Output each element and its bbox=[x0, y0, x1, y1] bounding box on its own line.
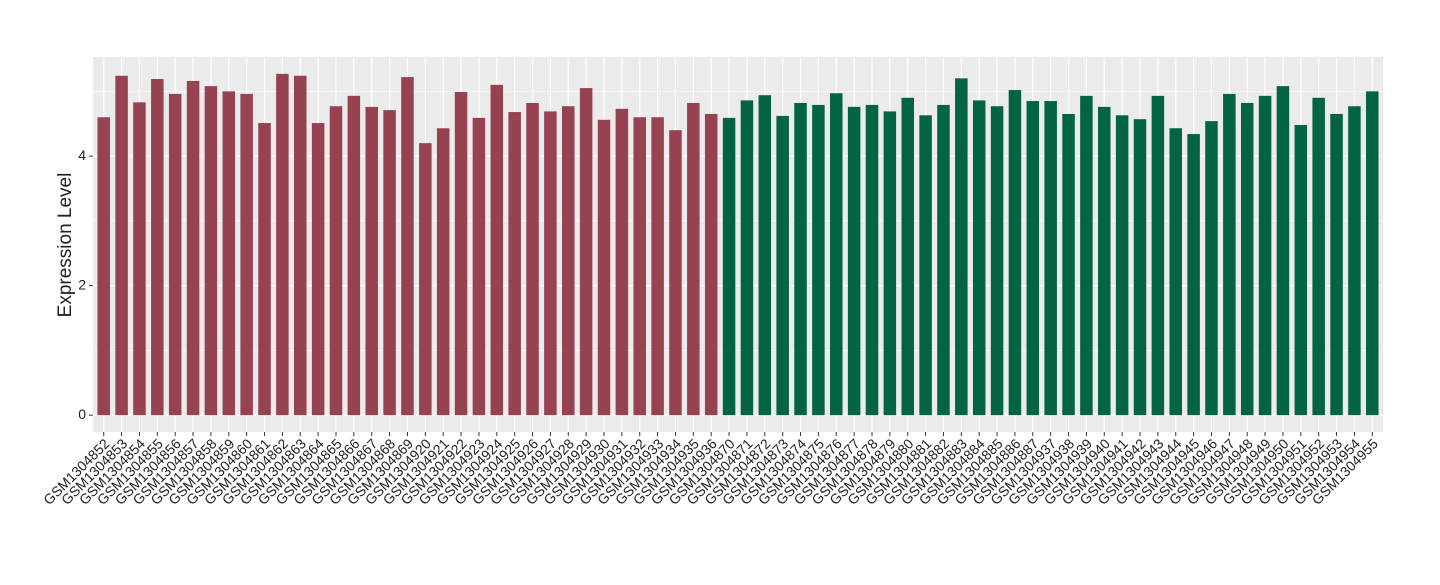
bar bbox=[97, 117, 110, 416]
bar bbox=[383, 110, 396, 416]
bar bbox=[990, 106, 1004, 416]
bar bbox=[204, 86, 218, 416]
bar bbox=[1366, 91, 1379, 416]
bar bbox=[1330, 113, 1343, 416]
bar bbox=[151, 79, 164, 416]
bar bbox=[901, 97, 914, 416]
bar bbox=[758, 95, 772, 416]
bar bbox=[1223, 93, 1236, 416]
bar bbox=[490, 84, 504, 416]
bar bbox=[615, 108, 629, 416]
bar bbox=[1312, 97, 1325, 416]
y-tick-label: 4 bbox=[78, 147, 86, 163]
bar bbox=[1294, 125, 1308, 416]
bar bbox=[1080, 95, 1093, 416]
bar bbox=[972, 100, 986, 416]
bar bbox=[1044, 101, 1057, 416]
bar bbox=[812, 104, 825, 416]
bar bbox=[1348, 106, 1361, 416]
bar bbox=[1133, 119, 1147, 416]
bar bbox=[687, 102, 700, 416]
bar bbox=[472, 117, 486, 416]
bar bbox=[1205, 121, 1218, 416]
bar bbox=[704, 113, 718, 416]
bar bbox=[1258, 95, 1272, 416]
bar bbox=[1062, 113, 1075, 416]
bar bbox=[329, 106, 343, 416]
panel bbox=[93, 57, 1383, 432]
bar bbox=[347, 95, 361, 416]
bar bbox=[1026, 101, 1040, 416]
bar bbox=[955, 78, 968, 416]
bar bbox=[168, 93, 182, 416]
y-axis-title: Expression Level bbox=[55, 173, 76, 318]
bar bbox=[419, 143, 432, 416]
bar bbox=[1240, 102, 1254, 416]
bar bbox=[1276, 86, 1290, 416]
bar bbox=[651, 117, 664, 416]
bar bbox=[740, 100, 754, 416]
bar bbox=[847, 106, 861, 416]
bar bbox=[776, 115, 789, 416]
bar bbox=[579, 88, 593, 416]
bar bbox=[240, 93, 253, 416]
bar bbox=[133, 102, 146, 416]
bar bbox=[276, 73, 289, 416]
bar bbox=[436, 128, 450, 416]
bar bbox=[597, 119, 611, 416]
y-tick-label: 2 bbox=[78, 276, 86, 292]
bar bbox=[722, 117, 736, 416]
bar bbox=[115, 75, 128, 416]
bar bbox=[883, 111, 897, 416]
bar bbox=[258, 123, 271, 416]
bar bbox=[830, 93, 843, 416]
bar bbox=[526, 102, 539, 416]
bar bbox=[294, 75, 307, 416]
bar bbox=[1187, 134, 1200, 416]
bar bbox=[311, 123, 325, 416]
bar bbox=[1169, 128, 1182, 416]
bar bbox=[401, 77, 414, 416]
bar bbox=[365, 106, 378, 416]
bar bbox=[454, 91, 468, 416]
bar bbox=[222, 91, 236, 416]
bar bbox=[1008, 90, 1022, 416]
bar bbox=[186, 80, 200, 416]
bar bbox=[937, 104, 950, 416]
bar bbox=[669, 130, 682, 416]
bar bbox=[562, 106, 575, 416]
bar bbox=[1115, 115, 1129, 416]
bar bbox=[1098, 106, 1111, 416]
bar bbox=[794, 102, 807, 416]
y-tick-label: 0 bbox=[78, 406, 86, 422]
bar bbox=[1151, 95, 1165, 416]
bar bbox=[544, 111, 557, 416]
bar bbox=[919, 115, 932, 416]
bar bbox=[508, 112, 521, 416]
bar bbox=[865, 104, 879, 416]
bar bbox=[633, 117, 646, 416]
